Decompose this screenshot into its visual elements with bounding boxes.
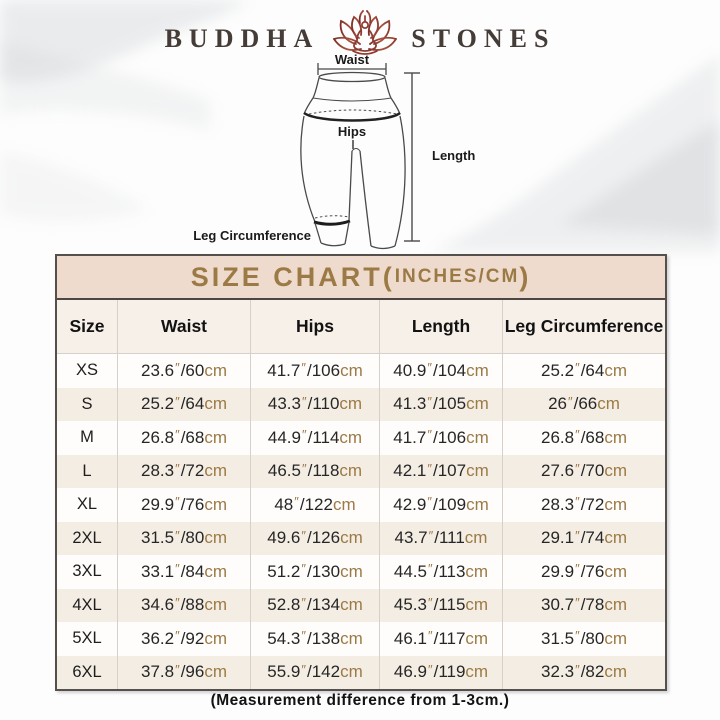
size-row-m: M 26.8 ″/68 cm 44.9 ″/114 cm 41.7 ″/106 cm 26.8 ″/6…: [57, 421, 665, 455]
leg-circumference-label: Leg Circumference: [193, 228, 311, 243]
size-row-5xl: 5XL 36.2 ″/92 cm 54.3 ″/138 cm 46.1 ″/117 cm 31.5 ″…: [57, 622, 665, 656]
size-row-s: S 25.2 ″/64 cm 43.3 ″/110 cm 41.3 ″/105 cm 26 ″/66 c…: [57, 387, 665, 421]
hips-measurement: 43.3 ″/110 cm: [250, 387, 379, 421]
leg-measurement: 29.9 ″/76 cm: [502, 555, 665, 589]
waist-measurement: 31.5 ″/80 cm: [117, 521, 250, 555]
size-value: 3XL: [72, 562, 102, 581]
table-header-row: Size Waist Hips Length Leg Circumference: [57, 300, 665, 354]
length-measurement: 43.7 ″/111 cm: [379, 521, 502, 555]
hips-label: Hips: [338, 124, 366, 139]
size-value: 2XL: [72, 528, 102, 547]
size-value: 5XL: [72, 629, 102, 648]
leg-measurement: 28.3 ″/72 cm: [502, 488, 665, 522]
hips-measurement: 49.6 ″/126 cm: [250, 521, 379, 555]
hips-measurement: 54.3 ″/138 cm: [250, 622, 379, 656]
table-title-main: SIZE CHART(: [190, 261, 395, 292]
leg-measurement: 27.6 ″/70 cm: [502, 454, 665, 488]
size-value: 4XL: [72, 595, 102, 614]
length-measurement: 40.9 ″/104 cm: [379, 354, 502, 388]
leg-measurement: 26 ″/66 cm: [502, 387, 665, 421]
hips-measurement: 48 ″/122 cm: [250, 488, 379, 522]
size-chart-table: SIZE CHART(INCHES/CM) Size Waist Hips Le…: [55, 254, 667, 691]
table-body: XS 23.6 ″/60 cm 41.7 ″/106 cm 40.9 ″/104 cm 25.2 ″ /…: [57, 354, 665, 689]
hips-measurement: 51.2 ″/130 cm: [250, 555, 379, 589]
measurement-note: (Measurement difference from 1-3cm.): [210, 692, 510, 709]
hips-measurement: 44.9 ″/114 cm: [250, 421, 379, 455]
column-header-waist: Waist: [117, 300, 250, 353]
size-value: M: [80, 428, 94, 447]
column-header-size: Size: [69, 316, 105, 336]
leg-measurement: 30.7 ″/78 cm: [502, 588, 665, 622]
leg-measurement: 26.8 ″/68 cm: [502, 421, 665, 455]
size-row-2xl: 2XL 31.5 ″/80 cm 49.6 ″/126 cm 43.7 ″/111 cm 29.1 ″…: [57, 521, 665, 555]
waist-measurement: 34.6 ″/88 cm: [117, 588, 250, 622]
size-row-4xl: 4XL 34.6 ″/88 cm 52.8 ″/134 cm 45.3 ″/115 cm 30.7 ″…: [57, 588, 665, 622]
lotus-meditation-icon: [333, 10, 398, 55]
waist-measurement: 36.2 ″/92 cm: [117, 622, 250, 656]
table-title-units: INCHES/CM: [394, 266, 520, 287]
leg-measurement: 31.5 ″/80 cm: [502, 622, 665, 656]
brand-header: BUDDHA: [0, 10, 720, 64]
length-measurement: 46.9 ″/119 cm: [379, 655, 502, 689]
hips-measurement: 46.5 ″/118 cm: [250, 454, 379, 488]
waist-label: Waist: [335, 52, 370, 67]
size-row-xs: XS 23.6 ″/60 cm 41.7 ″/106 cm 40.9 ″/104 cm 25.2 ″ /…: [57, 354, 665, 388]
size-row-l: L 28.3 ″/72 cm 46.5 ″/118 cm 42.1 ″/107 cm 27.6 ″/7…: [57, 454, 665, 488]
hips-measurement: 55.9 ″/142 cm: [250, 655, 379, 689]
waist-measurement: 33.1 ″/84 cm: [117, 555, 250, 589]
leg-measurement: 32.3 ″/82 cm: [502, 655, 665, 689]
hips-measurement: 41.7 ″/106 cm: [250, 354, 379, 388]
leg-measurement: 25.2 ″/64 cm: [502, 354, 665, 388]
length-measurement: 44.5 ″/113 cm: [379, 555, 502, 589]
length-measurement: 41.7 ″/106 cm: [379, 421, 502, 455]
length-measurement: 42.9 ″/109 cm: [379, 488, 502, 522]
table-title-close: ): [519, 261, 532, 292]
size-row-3xl: 3XL 33.1 ″/84 cm 51.2 ″/130 cm 44.5 ″/113 cm 29.9 ″…: [57, 555, 665, 589]
column-header-hips: Hips: [250, 300, 379, 353]
length-measurement: 45.3 ″/115 cm: [379, 588, 502, 622]
hips-measurement: 52.8 ″/134 cm: [250, 588, 379, 622]
pants-measurement-diagram: Waist Hips Length Leg Circumference: [0, 50, 720, 255]
waist-measurement: 28.3 ″/72 cm: [117, 454, 250, 488]
size-value: XL: [76, 495, 98, 514]
size-value: L: [82, 461, 92, 480]
length-measurement: 41.3 ″/105 cm: [379, 387, 502, 421]
size-row-6xl: 6XL 37.8 ″/96 cm 55.9 ″/142 cm 46.9 ″/119 cm 32.3 ″…: [57, 655, 665, 689]
table-title: SIZE CHART(INCHES/CM): [57, 256, 665, 300]
size-value: S: [81, 394, 93, 413]
waist-measurement: 37.8 ″/96 cm: [117, 655, 250, 689]
length-measurement: 46.1 ″/117 cm: [379, 622, 502, 656]
waist-measurement: 25.2 ″/64 cm: [117, 387, 250, 421]
leg-measurement: 29.1 ″/74 cm: [502, 521, 665, 555]
size-value: 6XL: [72, 662, 102, 681]
column-header-length: Length: [379, 300, 502, 353]
length-label: Length: [432, 148, 475, 163]
brand-name-right: STONES: [411, 24, 556, 53]
brand-name-left: BUDDHA: [164, 24, 320, 53]
size-value: XS: [75, 361, 98, 380]
column-header-leg-circumference: Leg Circumference: [502, 300, 665, 353]
length-measurement: 42.1 ″/107 cm: [379, 454, 502, 488]
size-row-xl: XL 29.9 ″/76 cm 48 ″/122 cm 42.9 ″/109 cm 28.3 ″/72…: [57, 488, 665, 522]
waist-measurement: 23.6 ″/60 cm: [117, 354, 250, 388]
waist-measurement: 26.8 ″/68 cm: [117, 421, 250, 455]
waist-measurement: 29.9 ″/76 cm: [117, 488, 250, 522]
